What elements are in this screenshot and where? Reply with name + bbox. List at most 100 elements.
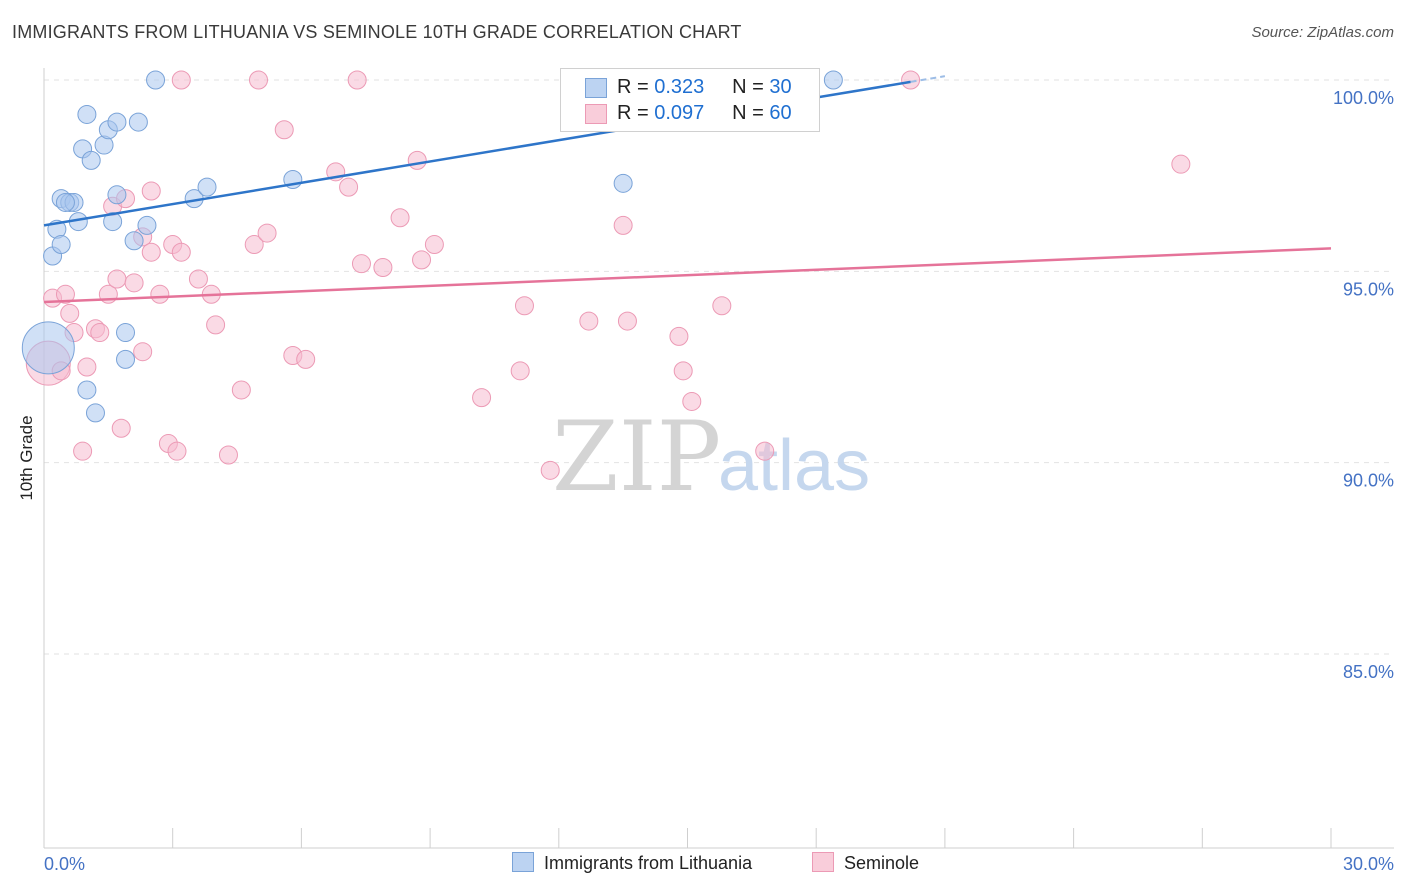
seminole-point [755, 441, 775, 461]
n-label: N = [732, 102, 764, 124]
lithuania-point [107, 112, 127, 132]
seminole-point [412, 250, 432, 270]
bottom-legend-lithuania: Immigrants from Lithuania [512, 852, 752, 874]
lithuania-point [197, 177, 217, 197]
y-tick-label: 85.0% [1343, 662, 1394, 682]
lithuania-point [128, 112, 148, 132]
seminole-point [206, 315, 226, 335]
seminole-point [682, 391, 702, 411]
seminole-point [712, 296, 732, 316]
legend-label: Immigrants from Lithuania [544, 853, 753, 873]
seminole-point [133, 342, 153, 362]
r-label: R = [617, 76, 649, 98]
watermark-zip: ZIP [552, 401, 721, 513]
seminole-point [669, 326, 689, 346]
lithuania-point [107, 185, 127, 205]
seminole-point [167, 441, 187, 461]
seminole-point [514, 296, 534, 316]
y-tick-label: 100.0% [1333, 88, 1394, 108]
seminole-point [111, 418, 131, 438]
n-value: 30 [769, 76, 792, 98]
x-tick-label-min: 0.0% [44, 854, 85, 874]
seminole-point [90, 323, 110, 343]
lithuania-point [146, 70, 166, 90]
seminole-point [60, 303, 80, 323]
seminole-point [617, 311, 637, 331]
y-tick-labels: 85.0% 90.0% 95.0% 100.0% [1333, 88, 1394, 682]
seminole-point [373, 258, 393, 278]
seminole-point [244, 235, 264, 255]
seminole-point [613, 215, 633, 235]
r-label: R = [617, 102, 649, 124]
r-value: 0.323 [654, 76, 705, 98]
seminole-point [347, 70, 367, 90]
seminole-point [673, 361, 693, 381]
n-label: N = [732, 76, 764, 98]
seminole-point [390, 208, 410, 228]
seminole-swatch [812, 852, 834, 872]
seminole-point [510, 361, 530, 381]
seminole-point [171, 70, 191, 90]
lithuania-point [613, 173, 633, 193]
lithuania-points [21, 70, 843, 423]
seminole-point [55, 284, 75, 304]
seminole-point [124, 273, 144, 293]
legend-label: Seminole [844, 853, 920, 873]
seminole-point [424, 235, 444, 255]
lithuania-point [51, 235, 71, 255]
correlation-legend: R = 0.323 N = 30 R = 0.097 N = 60 [560, 68, 820, 132]
n-value: 60 [769, 102, 792, 124]
lithuania-point [77, 380, 97, 400]
seminole-point [257, 223, 277, 243]
gridlines [44, 79, 1394, 655]
seminole-point [141, 181, 161, 201]
seminole-point [407, 150, 427, 170]
watermark-atlas: atlas [718, 426, 870, 506]
x-ticks [43, 828, 1332, 848]
seminole-point [351, 254, 371, 274]
seminole-point [171, 242, 191, 262]
lithuania-point [116, 323, 136, 343]
lithuania-point [137, 215, 157, 235]
seminole-swatch [585, 104, 607, 124]
seminole-point [901, 70, 921, 90]
seminole-point [73, 441, 93, 461]
seminole-point [77, 357, 97, 377]
seminole-point [274, 120, 294, 140]
lithuania-point [85, 403, 105, 423]
seminole-point [339, 177, 359, 197]
seminole-point [150, 284, 170, 304]
seminole-point [141, 242, 161, 262]
seminole-point [1171, 154, 1191, 174]
lithuania-point [103, 212, 123, 232]
seminole-point [579, 311, 599, 331]
y-tick-label: 90.0% [1343, 471, 1394, 491]
lithuania-point [81, 150, 101, 170]
y-tick-label: 95.0% [1343, 279, 1394, 299]
lithuania-point [77, 104, 97, 124]
lithuania-swatch [585, 78, 607, 98]
seminole-point [231, 380, 251, 400]
seminole-point [107, 269, 127, 289]
source-label: Source: ZipAtlas.com [1251, 24, 1394, 41]
r-value: 0.097 [654, 102, 705, 124]
bottom-legend-seminole: Seminole [812, 852, 919, 874]
lithuania-trend-extension [910, 75, 946, 83]
chart-title: IMMIGRANTS FROM LITHUANIA VS SEMINOLE 10… [12, 22, 742, 42]
seminole-point [472, 388, 492, 408]
seminole-point [249, 70, 268, 90]
seminole-point [296, 349, 316, 369]
lithuania-point [55, 192, 75, 212]
seminole-point [188, 269, 208, 289]
x-tick-label-max: 30.0% [1343, 854, 1394, 874]
seminole-trend-line [43, 247, 1332, 304]
y-axis-title: 10th Grade [17, 415, 36, 500]
seminole-point [218, 445, 238, 465]
seminole-point [540, 460, 560, 480]
legend-row-text: R = 0.323 N = 30 [617, 76, 792, 99]
lithuania-point [124, 231, 144, 251]
legend-row-text: R = 0.097 N = 60 [617, 102, 792, 125]
lithuania-point [21, 321, 75, 375]
lithuania-point [116, 349, 136, 369]
